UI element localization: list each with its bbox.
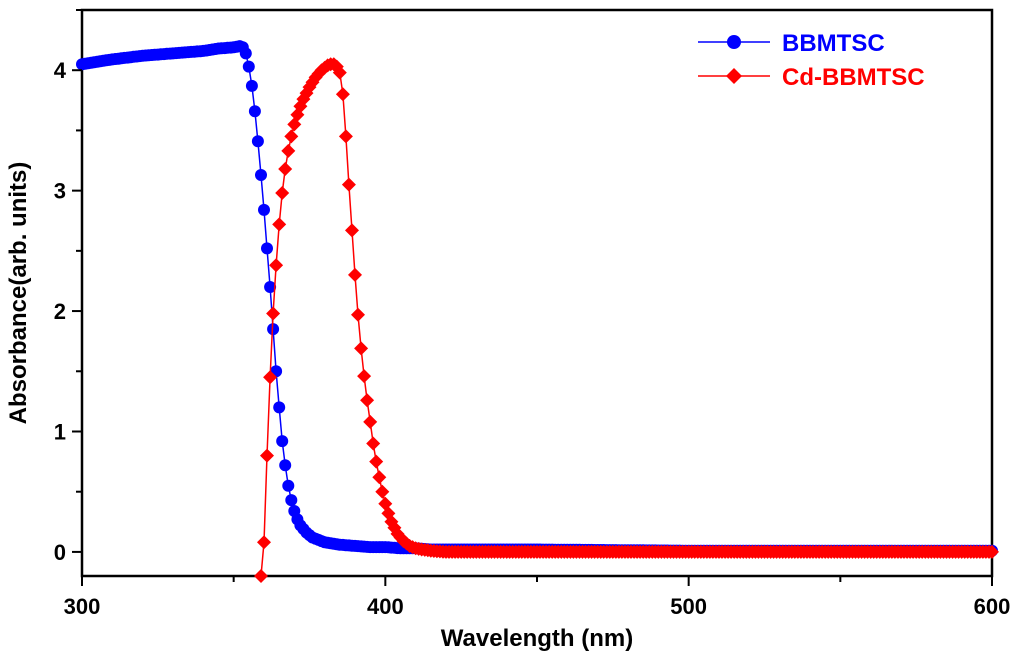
- data-point: [357, 369, 372, 384]
- data-point: [251, 135, 264, 148]
- data-point: [239, 47, 252, 60]
- data-point: [354, 341, 369, 356]
- x-axis-title: Wavelength (nm): [441, 625, 633, 652]
- data-point: [263, 370, 278, 385]
- data-point: [363, 414, 378, 429]
- legend-marker-bbmtsc: [727, 35, 741, 49]
- data-point: [335, 87, 350, 102]
- data-point: [369, 454, 384, 469]
- data-point: [345, 223, 359, 238]
- data-point: [985, 544, 999, 559]
- data-point: [341, 177, 356, 192]
- data-point: [282, 479, 295, 492]
- data-point: [248, 105, 261, 118]
- series-bbmtsc: [76, 40, 998, 557]
- data-point: [276, 435, 289, 448]
- data-point: [284, 129, 299, 144]
- data-point: [351, 307, 365, 322]
- data-point: [366, 436, 381, 451]
- plot-frame: [80, 8, 994, 578]
- x-tick-label: 500: [670, 594, 707, 619]
- series-cd-bbmtsc: [254, 57, 999, 583]
- data-point: [338, 129, 353, 144]
- y-tick-label: 3: [54, 179, 66, 204]
- data-point: [375, 484, 390, 499]
- y-tick-label: 1: [54, 419, 66, 444]
- tick-layer: 300 400 500 600 0 1 2 3 4: [54, 9, 1011, 619]
- y-tick-label: 2: [54, 299, 66, 324]
- series-line-cd-bbmtsc: [260, 63, 992, 577]
- data-point: [258, 203, 270, 216]
- y-tick-label: 4: [54, 58, 67, 83]
- data-point: [261, 242, 273, 255]
- y-tick-label: 0: [54, 540, 66, 565]
- data-point: [285, 494, 298, 507]
- x-tick-label: 300: [64, 594, 101, 619]
- data-point: [242, 60, 255, 73]
- x-tick-label: 600: [974, 594, 1011, 619]
- data-point: [281, 143, 296, 158]
- data-point: [264, 281, 277, 293]
- data-point: [348, 267, 362, 282]
- data-point: [372, 470, 387, 485]
- legend-item-cd-bbmtsc: Cd-BBMTSC: [698, 64, 925, 91]
- data-point: [254, 569, 268, 583]
- y-axis-title: Absorbance(arb. units): [5, 162, 32, 425]
- legend-label-bbmtsc: BBMTSC: [782, 30, 885, 57]
- data-point: [245, 79, 258, 92]
- series-layer: [76, 40, 999, 583]
- legend-label-cd-bbmtsc: Cd-BBMTSC: [782, 64, 925, 91]
- legend-item-bbmtsc: BBMTSC: [698, 30, 885, 57]
- data-point: [269, 258, 284, 273]
- data-point: [278, 162, 293, 176]
- x-tick-label: 400: [367, 594, 404, 619]
- data-point: [332, 65, 347, 80]
- data-point: [255, 169, 267, 181]
- data-point: [257, 535, 271, 550]
- legend-marker-cd-bbmtsc: [726, 68, 742, 84]
- data-point: [360, 393, 375, 408]
- data-point: [266, 306, 281, 321]
- data-point: [279, 459, 292, 472]
- legend: BBMTSC Cd-BBMTSC: [698, 30, 925, 91]
- series-line-bbmtsc: [81, 45, 992, 552]
- data-point: [273, 401, 286, 414]
- data-point: [260, 448, 274, 463]
- data-point: [275, 186, 290, 200]
- data-point: [272, 217, 287, 232]
